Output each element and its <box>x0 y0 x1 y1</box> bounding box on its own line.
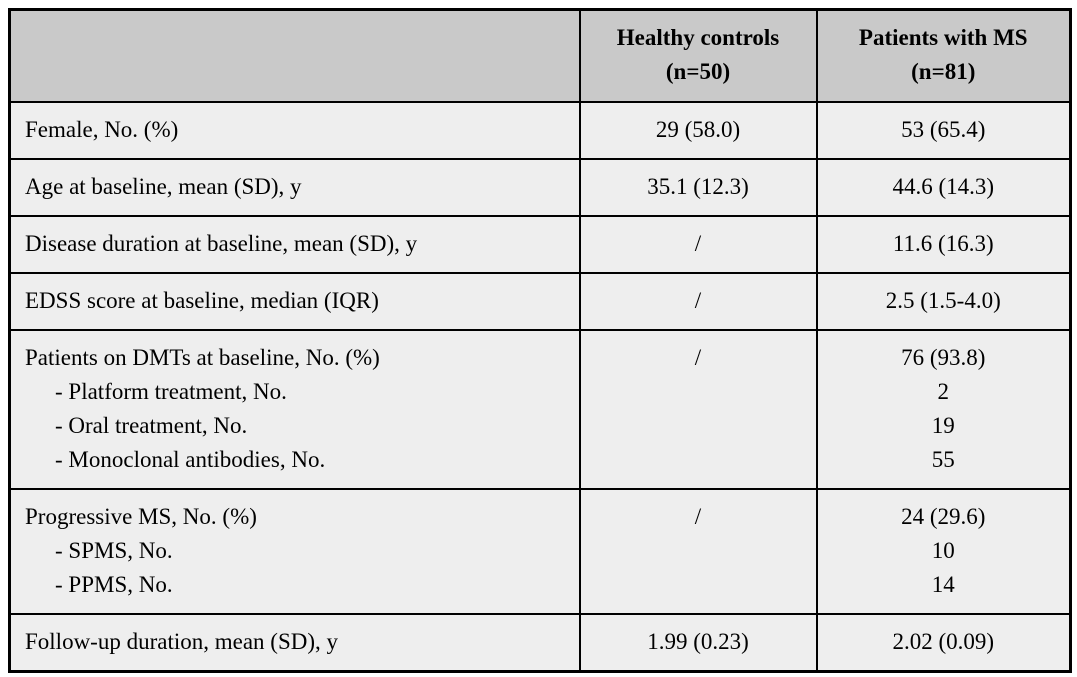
header-empty-cell <box>8 8 581 103</box>
ms-value-total: 24 (29.6) <box>901 503 986 529</box>
header-healthy-controls-name: Healthy controls <box>616 25 780 50</box>
hc-value-text: / <box>694 503 702 529</box>
ms-value-oral: 19 <box>931 412 955 438</box>
hc-value-text: 1.99 (0.23) <box>647 628 749 654</box>
hc-value: / <box>578 271 818 331</box>
row-sublabel-ppms: - PPMS, No. <box>55 571 173 597</box>
table-row-age: Age at baseline, mean (SD), y 35.1 (12.3… <box>8 157 1072 217</box>
hc-value-text: / <box>694 344 702 370</box>
row-label: EDSS score at baseline, median (IQR) <box>8 271 581 331</box>
hc-value-text: 29 (58.0) <box>655 116 741 142</box>
ms-value-text: 2.02 (0.09) <box>892 628 995 654</box>
ms-value-total: 76 (93.8) <box>901 344 986 370</box>
header-patients-ms-n: (n=81) <box>911 59 976 84</box>
hc-value: / <box>578 328 818 490</box>
hc-value: 29 (58.0) <box>578 100 818 160</box>
table-row-edss: EDSS score at baseline, median (IQR) / 2… <box>8 271 1072 331</box>
ms-value-platform: 2 <box>937 378 950 404</box>
row-sublabel-monoclonal: - Monoclonal antibodies, No. <box>55 446 326 472</box>
ms-value-ppms: 14 <box>931 571 955 597</box>
hc-value-text: / <box>694 230 702 256</box>
table-row-female: Female, No. (%) 29 (58.0) 53 (65.4) <box>8 100 1072 160</box>
row-sublabel-spms: - SPMS, No. <box>55 537 173 563</box>
ms-value-spms: 10 <box>931 537 955 563</box>
header-patients-ms-name: Patients with MS <box>858 25 1028 50</box>
characteristics-table: Healthy controls (n=50) Patients with MS… <box>8 8 1072 673</box>
ms-value: 11.6 (16.3) <box>815 214 1072 274</box>
hc-value: 35.1 (12.3) <box>578 157 818 217</box>
hc-value: / <box>578 214 818 274</box>
row-label: Progressive MS, No. (%) - SPMS, No. - PP… <box>8 487 581 615</box>
header-healthy-controls-n: (n=50) <box>665 59 731 84</box>
ms-value-monoclonal: 55 <box>931 446 955 472</box>
row-label-text: Progressive MS, No. (%) <box>25 503 257 529</box>
table-row-followup: Follow-up duration, mean (SD), y 1.99 (0… <box>8 612 1072 672</box>
row-label-text: Female, No. (%) <box>25 116 179 142</box>
ms-value-text: 53 (65.4) <box>901 116 986 142</box>
table-header: Healthy controls (n=50) Patients with MS… <box>8 8 1072 103</box>
header-patients-ms: Patients with MS (n=81) <box>815 8 1072 103</box>
table-row-dmts: Patients on DMTs at baseline, No. (%) - … <box>8 328 1072 490</box>
row-label-text: Patients on DMTs at baseline, No. (%) <box>25 344 380 370</box>
row-label: Female, No. (%) <box>8 100 581 160</box>
row-label: Age at baseline, mean (SD), y <box>8 157 581 217</box>
row-label: Disease duration at baseline, mean (SD),… <box>8 214 581 274</box>
row-label-text: Age at baseline, mean (SD), y <box>25 173 302 199</box>
row-label-text: Disease duration at baseline, mean (SD),… <box>25 230 418 256</box>
row-label-text: Follow-up duration, mean (SD), y <box>25 628 339 654</box>
header-row: Healthy controls (n=50) Patients with MS… <box>8 8 1072 103</box>
hc-value: 1.99 (0.23) <box>578 612 818 672</box>
ms-value: 76 (93.8) 2 19 55 <box>815 328 1072 490</box>
ms-value-text: 44.6 (14.3) <box>892 173 995 199</box>
table-body: Female, No. (%) 29 (58.0) 53 (65.4) Age … <box>8 100 1072 672</box>
row-label: Follow-up duration, mean (SD), y <box>8 612 581 672</box>
hc-value-text: / <box>694 287 702 313</box>
header-healthy-controls: Healthy controls (n=50) <box>578 8 818 103</box>
ms-value: 2.5 (1.5-4.0) <box>815 271 1072 331</box>
ms-value: 44.6 (14.3) <box>815 157 1072 217</box>
ms-value-text: 2.5 (1.5-4.0) <box>885 287 1001 313</box>
hc-value: / <box>578 487 818 615</box>
ms-value: 53 (65.4) <box>815 100 1072 160</box>
table-row-disease-duration: Disease duration at baseline, mean (SD),… <box>8 214 1072 274</box>
ms-value: 2.02 (0.09) <box>815 612 1072 672</box>
row-label-text: EDSS score at baseline, median (IQR) <box>25 287 379 313</box>
hc-value-text: 35.1 (12.3) <box>647 173 749 199</box>
table-row-progressive-ms: Progressive MS, No. (%) - SPMS, No. - PP… <box>8 487 1072 615</box>
row-sublabel-oral: - Oral treatment, No. <box>55 412 248 438</box>
ms-value-text: 11.6 (16.3) <box>892 230 994 256</box>
ms-value: 24 (29.6) 10 14 <box>815 487 1072 615</box>
row-sublabel-platform: - Platform treatment, No. <box>55 378 287 404</box>
row-label: Patients on DMTs at baseline, No. (%) - … <box>8 328 581 490</box>
